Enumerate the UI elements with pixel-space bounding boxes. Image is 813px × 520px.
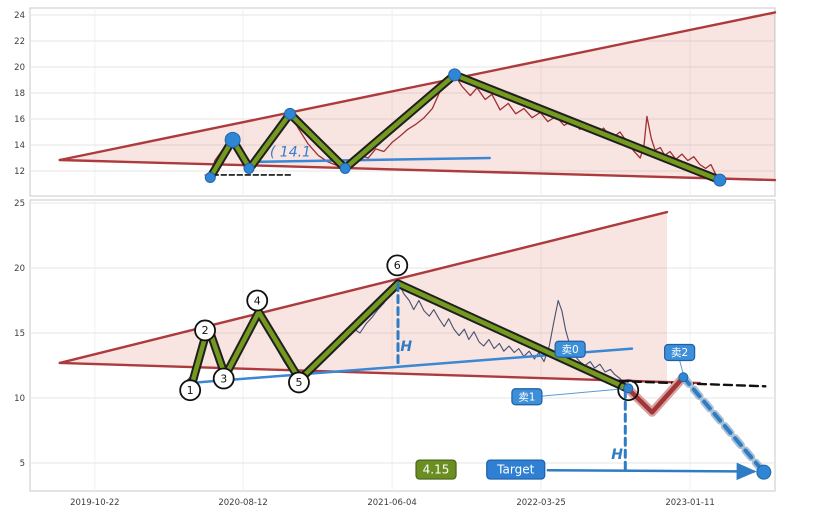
x-tick-label: 2023-01-11	[665, 498, 714, 508]
bottom-chart-panel: 5 10 15 20 25 1 2 3 4 5 6 卖0 卖1 卖2 4.15 Target H H	[14, 199, 776, 492]
sell2-badge-text: 卖2	[671, 347, 688, 359]
height-label-2: H	[611, 447, 623, 463]
y-tick-label: 20	[14, 264, 25, 274]
minor-trendline	[253, 156, 491, 164]
y-tick-label: 20	[14, 63, 25, 73]
sell2-badge	[664, 343, 696, 362]
y-tick-label: 24	[14, 11, 25, 21]
x-axis: 2019-10-22 2020-08-12 2021-06-04 2022-03-25…	[70, 498, 715, 508]
sell1-badge	[511, 388, 543, 406]
sell0-badge-text: 卖0	[562, 344, 579, 356]
pivot-circle-2	[194, 319, 216, 342]
wedge-lower-trendline	[58, 158, 777, 182]
y-tick-label: 12	[14, 167, 25, 177]
target-label-badge	[486, 459, 546, 480]
y-tick-label: 18	[14, 89, 25, 99]
pivot-dot	[284, 107, 297, 120]
price-callout: ( 14.1	[270, 145, 311, 161]
x-tick-label: 2021-06-04	[367, 498, 416, 508]
pivot-circle-3	[212, 367, 235, 390]
x-tick-label: 2022-03-25	[516, 498, 565, 508]
pivot-circle-4	[246, 289, 269, 312]
sell1-connector	[541, 388, 623, 397]
wedge-upper-trendline	[58, 11, 777, 162]
wedge-lower-trendline	[58, 361, 701, 385]
pivot-circle-6-text: 6	[394, 259, 401, 272]
target-arrow	[546, 462, 757, 481]
pullback-dot	[678, 372, 689, 383]
x-tick-label: 2019-10-22	[70, 498, 119, 508]
target-value-badge	[415, 459, 457, 480]
pivot-dot	[448, 68, 462, 82]
y-tick-label: 25	[14, 199, 25, 209]
pivot-dot	[339, 162, 351, 174]
breakout-dot	[623, 383, 634, 394]
top-chart-panel: 12 14 16 18 20 22 24 ( 14.1	[14, 7, 777, 197]
wedge-upper-trendline	[58, 210, 669, 365]
y-tick-label: 16	[14, 115, 25, 125]
x-tick-label: 2020-08-12	[218, 498, 267, 508]
pivot-circle-1-text: 1	[187, 384, 194, 397]
pivot-circle-1	[179, 379, 202, 402]
y-tick-label: 5	[20, 459, 25, 469]
pivot-dot	[224, 131, 241, 148]
pivot-dot	[713, 173, 727, 187]
pivot-circle-4-text: 4	[254, 294, 261, 307]
panel-border	[29, 199, 776, 492]
pivot-circle-5	[288, 371, 310, 394]
target-dot	[756, 464, 772, 480]
pivot-dot	[204, 172, 216, 184]
pivot-circle-6	[386, 254, 409, 277]
target-projection-dashed	[681, 375, 766, 475]
height-label-1: H	[400, 339, 412, 355]
y-tick-label: 22	[14, 37, 25, 47]
panel-border	[29, 7, 776, 197]
y-tick-label: 15	[14, 329, 25, 339]
sell2-connector	[679, 359, 684, 376]
y-tick-label: 10	[14, 394, 25, 404]
y-tick-label: 14	[14, 141, 25, 151]
pivot-dot	[243, 162, 255, 174]
pivot-circle-3-text: 3	[220, 372, 227, 385]
breakout-circle	[617, 379, 640, 402]
pivot-circle-5-text: 5	[295, 376, 302, 389]
sell1-badge-text: 卖1	[518, 391, 535, 403]
sell0-badge	[554, 340, 586, 358]
target-label-badge-text: Target	[496, 463, 534, 477]
pivot-circle-2-text: 2	[202, 324, 209, 337]
target-value-badge-text: 4.15	[423, 463, 450, 477]
